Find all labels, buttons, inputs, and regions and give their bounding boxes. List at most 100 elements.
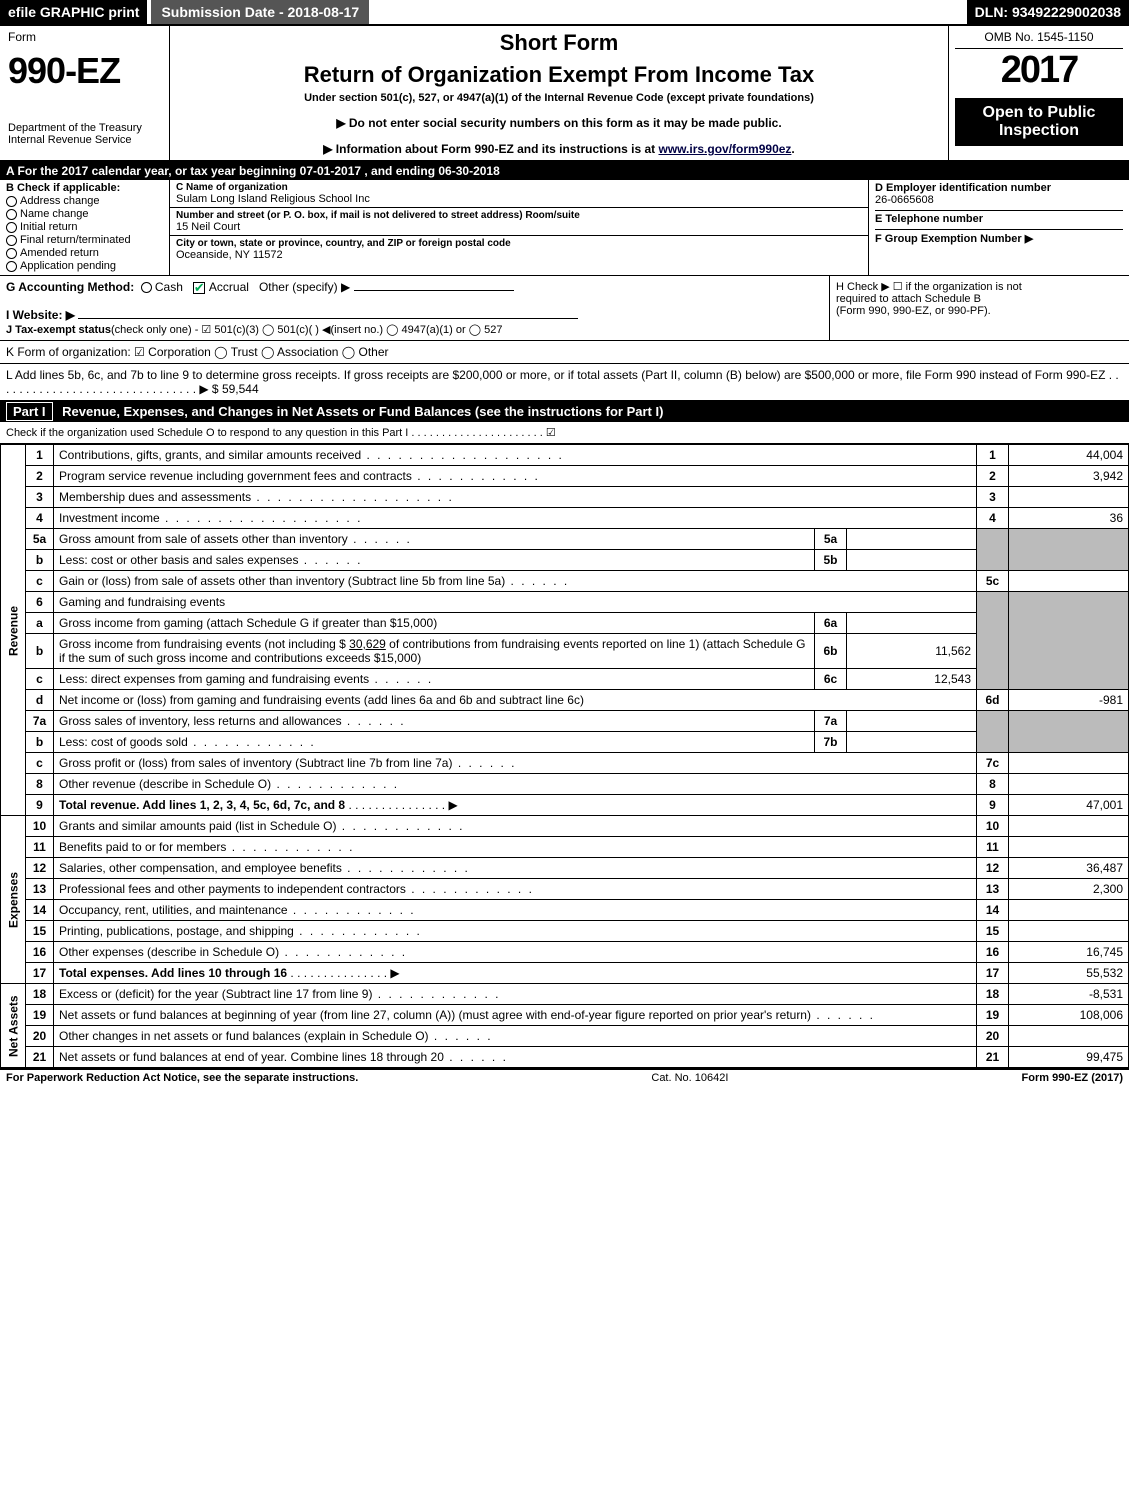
desc-6: Gaming and fundraising events: [54, 592, 977, 613]
desc-19: Net assets or fund balances at beginning…: [54, 1005, 977, 1026]
desc-6b: Gross income from fundraising events (no…: [54, 634, 815, 669]
k-row: K Form of organization: ☑ Corporation ◯ …: [0, 341, 1129, 364]
header-right: OMB No. 1545-1150 2017 Open to Public In…: [949, 26, 1129, 160]
amt-10: [1009, 816, 1129, 837]
tax-year: 2017: [955, 49, 1123, 92]
i-website-label: I Website: ▶: [6, 308, 75, 322]
footer-right: Form 990-EZ (2017): [1022, 1072, 1123, 1084]
omb-number: OMB No. 1545-1150: [955, 30, 1123, 49]
amt-4: 36: [1009, 508, 1129, 529]
page-footer: For Paperwork Reduction Act Notice, see …: [0, 1068, 1129, 1086]
amt-16: 16,745: [1009, 942, 1129, 963]
g-accrual-check[interactable]: [193, 282, 205, 294]
l-amount: 59,544: [222, 382, 259, 396]
amt-7c: [1009, 753, 1129, 774]
desc-11: Benefits paid to or for members: [54, 837, 977, 858]
desc-21: Net assets or fund balances at end of ye…: [54, 1047, 977, 1068]
footer-left: For Paperwork Reduction Act Notice, see …: [6, 1072, 358, 1084]
b-application-pending[interactable]: Application pending: [6, 260, 163, 272]
d-ein: 26-0665608: [875, 194, 1123, 206]
lines-table: Revenue 1 Contributions, gifts, grants, …: [0, 444, 1129, 1068]
section-expenses: Expenses: [1, 816, 26, 984]
desc-4: Investment income: [54, 508, 977, 529]
submission-date: Submission Date - 2018-08-17: [151, 0, 369, 24]
h-check: H Check ▶ ☐ if the organization is not r…: [829, 276, 1129, 340]
b-final-return[interactable]: Final return/terminated: [6, 234, 163, 246]
desc-17: Total expenses. Add lines 10 through 16 …: [54, 963, 977, 984]
line-a-tax-year: A For the 2017 calendar year, or tax yea…: [0, 162, 1129, 180]
amt-2: 3,942: [1009, 466, 1129, 487]
b-amended-return[interactable]: Amended return: [6, 247, 163, 259]
amt-5c: [1009, 571, 1129, 592]
org-street: 15 Neil Court: [176, 221, 862, 233]
ln-1: 1: [26, 445, 54, 466]
h-text1: H Check ▶ ☐ if the organization is not: [836, 280, 1123, 293]
desc-5b: Less: cost or other basis and sales expe…: [54, 550, 815, 571]
bf-block: B Check if applicable: Address change Na…: [0, 180, 1129, 276]
col-def: D Employer identification number 26-0665…: [869, 180, 1129, 275]
form-number: 990-EZ: [8, 50, 161, 92]
sub-7b: [847, 732, 977, 753]
b-name-change[interactable]: Name change: [6, 208, 163, 220]
open-line2: Inspection: [959, 122, 1119, 140]
desc-9: Total revenue. Add lines 1, 2, 3, 4, 5c,…: [54, 795, 977, 816]
sub-6b: 11,562: [847, 634, 977, 669]
form-header: Form 990-EZ Department of the Treasury I…: [0, 26, 1129, 162]
f-group-label: F Group Exemption Number ▶: [875, 232, 1123, 245]
desc-12: Salaries, other compensation, and employ…: [54, 858, 977, 879]
form-label: Form: [8, 30, 161, 44]
b-address-change[interactable]: Address change: [6, 195, 163, 207]
top-bar: efile GRAPHIC print Submission Date - 20…: [0, 0, 1129, 26]
part-i-title: Revenue, Expenses, and Changes in Net As…: [62, 404, 663, 419]
dln-label: DLN: 93492229002038: [967, 0, 1129, 24]
amt-6d: -981: [1009, 690, 1129, 711]
amt-11: [1009, 837, 1129, 858]
org-name: Sulam Long Island Religious School Inc: [176, 193, 862, 205]
desc-7a: Gross sales of inventory, less returns a…: [54, 711, 815, 732]
desc-5c: Gain or (loss) from sale of assets other…: [54, 571, 977, 592]
amt-8: [1009, 774, 1129, 795]
arrow-ssn: ▶ Do not enter social security numbers o…: [180, 116, 938, 130]
desc-5a: Gross amount from sale of assets other t…: [54, 529, 815, 550]
e-phone-label: E Telephone number: [875, 213, 1123, 225]
sub-7a: [847, 711, 977, 732]
desc-16: Other expenses (describe in Schedule O): [54, 942, 977, 963]
desc-1: Contributions, gifts, grants, and simila…: [54, 445, 977, 466]
header-left: Form 990-EZ Department of the Treasury I…: [0, 26, 170, 160]
num-1: 1: [977, 445, 1009, 466]
amt-21: 99,475: [1009, 1047, 1129, 1068]
desc-13: Professional fees and other payments to …: [54, 879, 977, 900]
amt-9: 47,001: [1009, 795, 1129, 816]
amt-12: 36,487: [1009, 858, 1129, 879]
arrow-info-text: ▶ Information about Form 990-EZ and its …: [323, 142, 658, 156]
open-line1: Open to Public: [959, 104, 1119, 122]
desc-6a: Gross income from gaming (attach Schedul…: [54, 613, 815, 634]
irs-link[interactable]: www.irs.gov/form990ez: [658, 142, 791, 156]
c-city-label: City or town, state or province, country…: [176, 238, 862, 249]
sub-5b: [847, 550, 977, 571]
amt-19: 108,006: [1009, 1005, 1129, 1026]
g-accounting: G Accounting Method: Cash Accrual Other …: [0, 276, 829, 340]
desc-6c: Less: direct expenses from gaming and fu…: [54, 669, 815, 690]
sub-6c: 12,543: [847, 669, 977, 690]
footer-mid: Cat. No. 10642I: [358, 1072, 1021, 1084]
b-initial-return[interactable]: Initial return: [6, 221, 163, 233]
amt-18: -8,531: [1009, 984, 1129, 1005]
amt-1: 44,004: [1009, 445, 1129, 466]
j-rest: (check only one) - ☑ 501(c)(3) ◯ 501(c)(…: [111, 324, 503, 336]
desc-2: Program service revenue including govern…: [54, 466, 977, 487]
amt-17: 55,532: [1009, 963, 1129, 984]
g-cash-radio[interactable]: [141, 282, 152, 293]
dept-treasury: Department of the Treasury: [8, 122, 161, 134]
desc-7c: Gross profit or (loss) from sales of inv…: [54, 753, 977, 774]
desc-14: Occupancy, rent, utilities, and maintena…: [54, 900, 977, 921]
irs-label: Internal Revenue Service: [8, 134, 161, 146]
part-i-sub: Check if the organization used Schedule …: [0, 422, 1129, 444]
col-b: B Check if applicable: Address change Na…: [0, 180, 170, 275]
section-revenue: Revenue: [1, 445, 26, 816]
desc-8: Other revenue (describe in Schedule O): [54, 774, 977, 795]
sub-5a: [847, 529, 977, 550]
section-netassets: Net Assets: [1, 984, 26, 1068]
l-row: L Add lines 5b, 6c, and 7b to line 9 to …: [0, 364, 1129, 401]
desc-18: Excess or (deficit) for the year (Subtra…: [54, 984, 977, 1005]
